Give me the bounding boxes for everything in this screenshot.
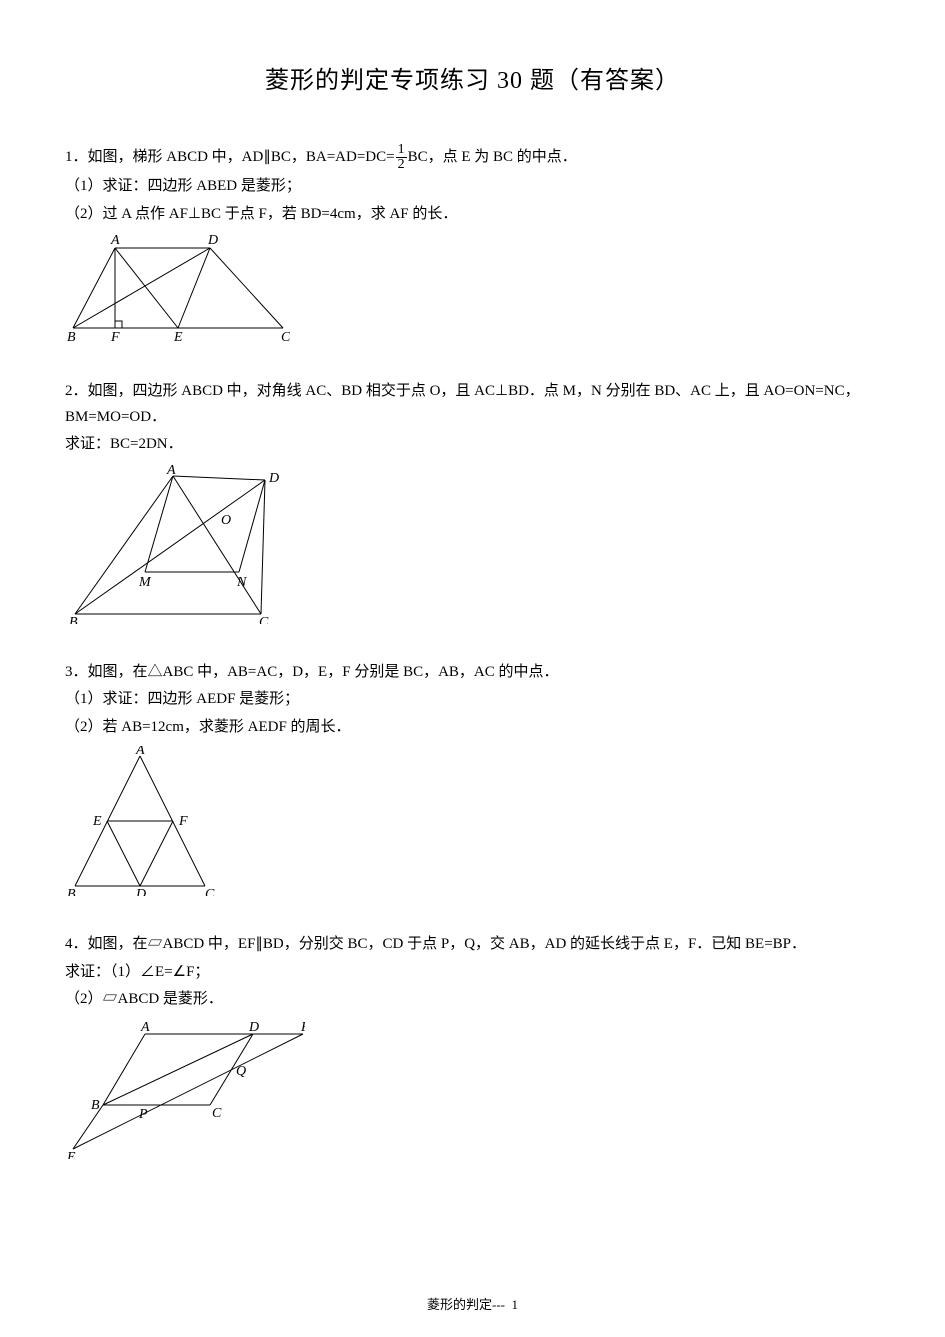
svg-text:M: M <box>138 575 152 590</box>
diagram-2-svg: A D B C O M N <box>65 464 295 624</box>
problem-2: 2．如图，四边形 ABCD 中，对角线 AC、BD 相交于点 O，且 AC⊥BD… <box>65 379 880 624</box>
problem-1-stem-a: 1．如图，梯形 ABCD 中，AD∥BC，BA=AD=DC= <box>65 149 395 165</box>
page: 菱形的判定专项练习 30 题（有答案） 1．如图，梯形 ABCD 中，AD∥BC… <box>0 0 945 1337</box>
svg-text:B: B <box>67 887 76 896</box>
svg-text:F: F <box>300 1020 305 1035</box>
svg-text:O: O <box>221 513 231 528</box>
problem-2-diagram: A D B C O M N <box>65 464 880 624</box>
problem-3-sub1: （1）求证：四边形 AEDF 是菱形； <box>65 687 880 713</box>
problem-3-sub2: （2）若 AB=12cm，求菱形 AEDF 的周长． <box>65 715 880 741</box>
diagram-4-svg: A D F B C P Q E <box>65 1019 305 1159</box>
svg-text:D: D <box>248 1020 259 1035</box>
svg-text:N: N <box>236 575 247 590</box>
problem-1-stem: 1．如图，梯形 ABCD 中，AD∥BC，BA=AD=DC=12BC，点 E 为… <box>65 143 880 172</box>
page-title: 菱形的判定专项练习 30 题（有答案） <box>65 60 880 95</box>
problem-2-stem2: 求证：BC=2DN． <box>65 432 880 458</box>
svg-text:D: D <box>207 233 218 248</box>
fraction-half: 12 <box>396 143 407 172</box>
svg-text:P: P <box>138 1107 148 1122</box>
svg-text:A: A <box>135 746 145 758</box>
svg-text:C: C <box>259 615 269 624</box>
footer-page: 1 <box>512 1297 519 1312</box>
problem-3: 3．如图，在△ABC 中，AB=AC，D，E，F 分别是 BC，AB，AC 的中… <box>65 660 880 897</box>
problem-2-stem1: 2．如图，四边形 ABCD 中，对角线 AC、BD 相交于点 O，且 AC⊥BD… <box>65 379 880 430</box>
svg-text:F: F <box>178 814 188 829</box>
svg-text:F: F <box>110 330 120 343</box>
problem-4: 4．如图，在▱ABCD 中，EF∥BD，分别交 BC，CD 于点 P，Q，交 A… <box>65 932 880 1159</box>
problem-4-sub2: （2）▱ABCD 是菱形． <box>65 987 880 1013</box>
svg-text:A: A <box>110 233 120 248</box>
page-footer: 菱形的判定--- 1 <box>0 1294 945 1313</box>
svg-text:C: C <box>205 887 215 896</box>
svg-text:B: B <box>69 615 78 624</box>
svg-text:E: E <box>66 1150 76 1159</box>
diagram-3-svg: A B C D E F <box>65 746 215 896</box>
svg-text:Q: Q <box>236 1064 246 1079</box>
problem-4-diagram: A D F B C P Q E <box>65 1019 880 1159</box>
svg-text:E: E <box>92 814 102 829</box>
problem-3-stem: 3．如图，在△ABC 中，AB=AC，D，E，F 分别是 BC，AB，AC 的中… <box>65 660 880 686</box>
problem-1-stem-b: BC，点 E 为 BC 的中点． <box>408 149 577 165</box>
svg-text:C: C <box>281 330 290 343</box>
svg-text:B: B <box>67 330 76 343</box>
diagram-1-svg: A D B C E F <box>65 233 290 343</box>
svg-text:D: D <box>135 887 146 896</box>
svg-text:E: E <box>173 330 183 343</box>
problem-1-sub2: （2）过 A 点作 AF⊥BC 于点 F，若 BD=4cm，求 AF 的长． <box>65 202 880 228</box>
problem-4-stem: 4．如图，在▱ABCD 中，EF∥BD，分别交 BC，CD 于点 P，Q，交 A… <box>65 932 880 958</box>
problem-1-sub1: （1）求证：四边形 ABED 是菱形； <box>65 174 880 200</box>
svg-text:B: B <box>91 1098 100 1113</box>
footer-text: 菱形的判定--- <box>427 1297 505 1312</box>
problem-1-diagram: A D B C E F <box>65 233 880 343</box>
svg-text:C: C <box>212 1106 222 1121</box>
problem-4-sub1: 求证：（1）∠E=∠F； <box>65 960 880 986</box>
problem-1: 1．如图，梯形 ABCD 中，AD∥BC，BA=AD=DC=12BC，点 E 为… <box>65 143 880 343</box>
svg-text:A: A <box>140 1020 150 1035</box>
problem-3-diagram: A B C D E F <box>65 746 880 896</box>
svg-text:A: A <box>166 464 176 478</box>
svg-text:D: D <box>268 471 279 486</box>
